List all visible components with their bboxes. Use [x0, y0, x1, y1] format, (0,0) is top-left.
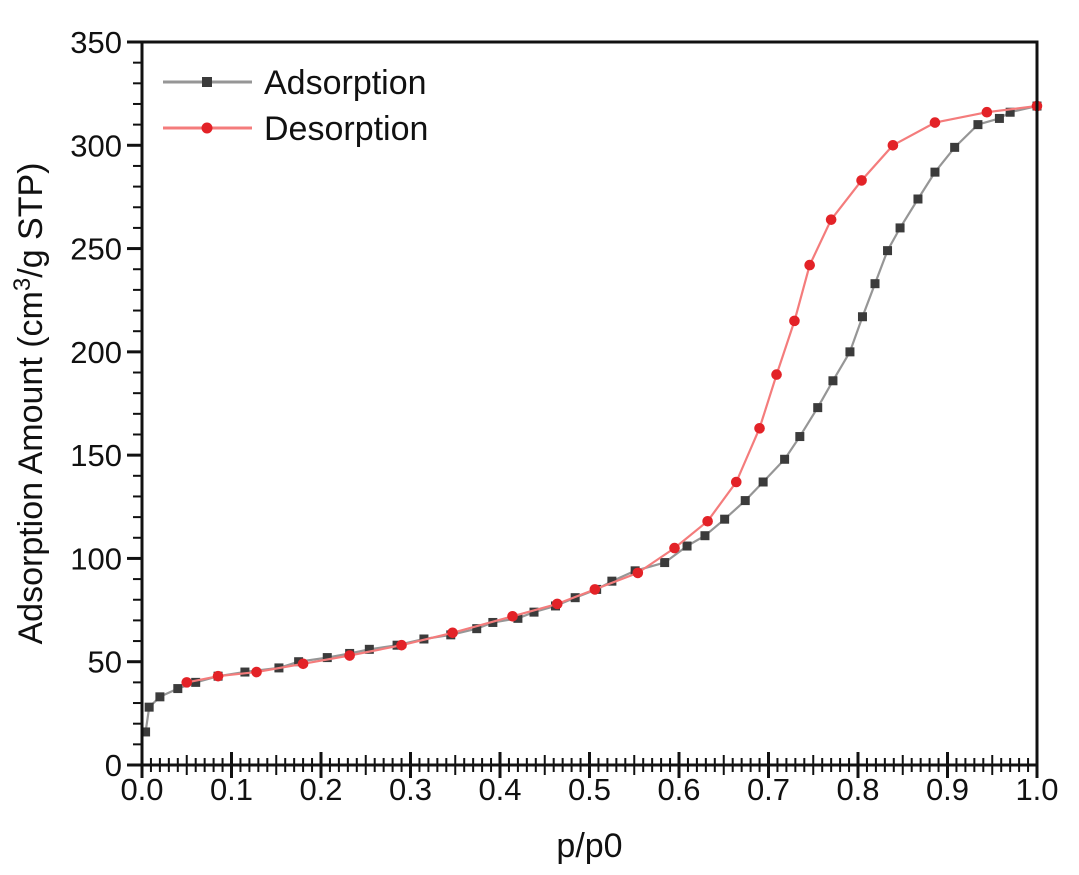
marker-circle	[447, 627, 458, 639]
marker-square	[758, 477, 768, 487]
marker-square	[795, 432, 805, 442]
marker-square	[1005, 107, 1015, 117]
marker-circle	[344, 650, 355, 661]
x-tick-label: 0.2	[299, 772, 342, 807]
marker-square	[240, 667, 250, 677]
marker-circle	[589, 584, 601, 595]
marker-square	[845, 347, 855, 357]
marker-square	[682, 541, 692, 551]
marker-circle	[730, 476, 742, 488]
marker-square	[828, 376, 838, 386]
marker-square	[895, 223, 905, 233]
marker-circle	[754, 422, 765, 434]
x-tick-label: 0.4	[478, 772, 521, 807]
marker-square	[950, 142, 960, 152]
marker-circle	[181, 677, 193, 688]
data-series	[141, 100, 1043, 737]
x-tick-label: 0.9	[926, 772, 969, 807]
marker-circle	[669, 542, 680, 554]
y-axis-title: Adsorption Amount (cm3/g STP)	[9, 163, 50, 645]
marker-circle	[632, 567, 644, 579]
x-tick-label: 0.7	[747, 772, 790, 807]
marker-square	[144, 702, 154, 712]
marker-circle	[396, 639, 407, 651]
y-tick-label: 50	[88, 645, 122, 680]
marker-square	[870, 279, 880, 289]
legend-marker-square	[202, 77, 212, 87]
marker-square	[883, 246, 893, 256]
marker-square	[740, 496, 750, 506]
x-tick-label: 0.0	[120, 772, 163, 807]
marker-circle	[702, 515, 713, 527]
marker-circle	[825, 214, 837, 225]
y-tick-label: 350	[70, 25, 122, 60]
x-tick-label: 0.5	[568, 772, 611, 807]
marker-square	[322, 653, 332, 663]
y-tick-label: 100	[70, 541, 122, 576]
marker-square	[700, 531, 710, 541]
legend-item-desorption: Desorption	[163, 110, 428, 148]
marker-square	[191, 677, 201, 687]
marker-square	[472, 624, 482, 634]
legend-label: Adsorption	[264, 64, 427, 102]
marker-circle	[981, 106, 993, 118]
marker-circle	[212, 670, 224, 682]
y-axis-title-superscript: 3	[9, 278, 36, 291]
y-axis-title-part: Adsorption Amount (cm	[12, 291, 50, 644]
y-tick-label: 0	[105, 748, 122, 783]
x-tick-label: 0.1	[210, 772, 253, 807]
marker-square	[973, 120, 983, 130]
marker-circle	[251, 666, 262, 678]
x-tick-label: 0.6	[657, 772, 700, 807]
marker-square	[930, 167, 940, 177]
marker-circle	[297, 658, 309, 670]
marker-square	[364, 644, 374, 654]
marker-square	[141, 727, 151, 737]
marker-circle	[507, 610, 518, 622]
marker-circle	[551, 598, 563, 610]
series-line-adsorption	[144, 104, 1038, 733]
marker-square	[994, 113, 1004, 123]
marker-square	[913, 194, 923, 204]
plot-frame	[140, 40, 1039, 767]
marker-circle	[929, 117, 941, 128]
x-tick-label: 0.8	[836, 772, 879, 807]
legend-marker-circle	[201, 122, 213, 134]
marker-square	[607, 576, 617, 586]
y-axis-title-part: /g STP)	[12, 163, 50, 278]
x-tick-label: 1.0	[1015, 772, 1058, 807]
y-tick-label: 300	[70, 128, 122, 163]
y-tick-label: 150	[70, 438, 122, 473]
marker-circle	[804, 259, 815, 271]
x-axis-title: p/p0	[556, 827, 622, 865]
marker-square	[720, 514, 730, 524]
marker-circle	[887, 139, 899, 151]
series-line-desorption	[186, 104, 1038, 684]
axis-text: 0.0 0.1 0.2 0.3 0.4 0.5 0.6 0.7 0.8 0.9 1.0 0 50 100 1…	[9, 25, 1059, 865]
marker-square	[660, 558, 670, 568]
marker-circle	[771, 369, 782, 380]
marker-circle	[856, 175, 867, 186]
marker-square	[529, 607, 539, 617]
marker-circle	[789, 315, 800, 327]
marker-square	[173, 684, 183, 694]
marker-square	[513, 613, 523, 623]
marker-square	[857, 312, 867, 322]
legend-item-adsorption: Adsorption	[163, 64, 427, 102]
marker-square	[813, 403, 823, 413]
x-tick-label: 0.3	[389, 772, 432, 807]
marker-square	[780, 454, 790, 464]
y-tick-label: 250	[70, 232, 122, 267]
marker-square	[155, 692, 165, 702]
legend-label: Desorption	[264, 110, 428, 148]
y-tick-label: 200	[70, 335, 122, 370]
